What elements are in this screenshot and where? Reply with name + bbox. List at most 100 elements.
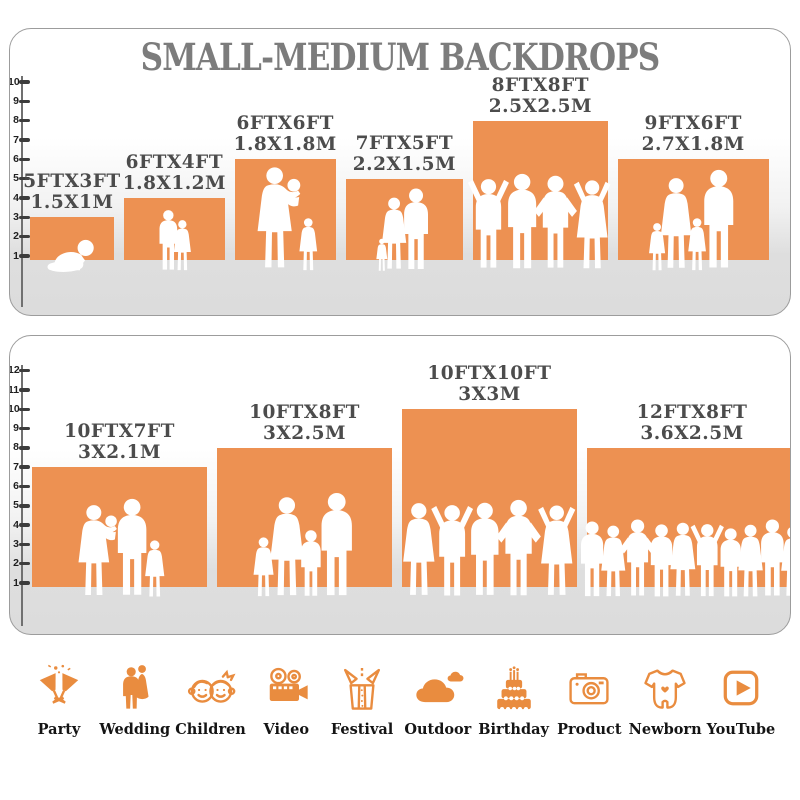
icon-label: YouTube bbox=[706, 721, 776, 738]
axis-tick-label: 8 bbox=[13, 441, 19, 454]
person-silhouette-woman-up bbox=[569, 176, 615, 272]
people-silhouettes bbox=[161, 209, 188, 272]
axis-tick bbox=[19, 234, 30, 239]
bar-size-m: 2.2X1.5M bbox=[352, 153, 456, 175]
bar-size-m: 1.8X1.8M bbox=[233, 134, 337, 156]
backdrop-bar-10ftx10ft: 10FTX10FT 3X3M bbox=[402, 363, 577, 587]
axis-tick-label: 7 bbox=[13, 133, 19, 146]
axis-tick-label: 1 bbox=[13, 576, 19, 589]
product-icon bbox=[569, 673, 609, 705]
party-icon bbox=[39, 664, 79, 704]
axis-tick-label: 2 bbox=[13, 557, 19, 570]
axis-tick-label: 2 bbox=[13, 230, 19, 243]
bar-size-ft: 8FTX8FT bbox=[491, 74, 590, 96]
axis-tick-label: 10 bbox=[9, 402, 20, 415]
people-silhouettes bbox=[581, 518, 791, 599]
category-product: Product bbox=[556, 662, 622, 738]
bar-size-ft: 10FTX8FT bbox=[249, 401, 360, 423]
bar-size-label: 6FTX4FT 1.8X1.2M bbox=[123, 152, 226, 194]
icon-label: Party bbox=[37, 721, 81, 738]
outdoor-icon bbox=[416, 671, 464, 703]
axis-tick-label: 7 bbox=[13, 460, 19, 473]
axis-tick bbox=[19, 542, 30, 547]
axis-line bbox=[21, 364, 23, 626]
backdrop-bar-7ftx5ft: 7FTX5FT 2.2X1.5M bbox=[345, 133, 464, 260]
wedding-icon bbox=[122, 665, 149, 709]
category-wedding: Wedding bbox=[99, 662, 170, 738]
backdrop-bar-9ftx6ft: 9FTX6FT 2.7X1.8M bbox=[617, 113, 769, 260]
children-icon bbox=[187, 669, 236, 703]
backdrop-bar-10ftx7ft: 10FTX7FT 3X2.1M bbox=[32, 421, 207, 587]
bar-size-m: 1.5X1M bbox=[30, 192, 114, 214]
bar-size-ft: 10FTX10FT bbox=[427, 363, 552, 385]
person-silhouette-man bbox=[698, 168, 739, 272]
axis-tick-label: 10 bbox=[9, 75, 20, 88]
icon-label: Outdoor bbox=[404, 721, 472, 738]
page-title: SMALL-MEDIUM BACKDROPS bbox=[140, 35, 661, 79]
bar-size-m: 1.8X1.2M bbox=[122, 172, 226, 194]
bar-size-label: 10FTX10FT 3X3M bbox=[427, 363, 551, 405]
person-silhouette-man bbox=[315, 491, 358, 599]
category-party: Party bbox=[26, 662, 92, 738]
small-backdrops-panel: SMALL-MEDIUM BACKDROPS 1 2 3 4 5 6 7 8 9 10 5FTX3F… bbox=[9, 28, 791, 316]
bar-size-ft: 6FTX4FT bbox=[125, 151, 224, 173]
axis-tick bbox=[19, 426, 30, 431]
category-outdoor: Outdoor bbox=[404, 662, 472, 738]
axis-tick-label: 5 bbox=[13, 499, 19, 512]
youtube-icon bbox=[723, 670, 759, 706]
axis-tick bbox=[19, 254, 30, 258]
icon-label: Festival bbox=[330, 721, 394, 738]
bar-size-ft: 12FTX8FT bbox=[636, 401, 748, 423]
icon-label: Newborn bbox=[628, 721, 702, 738]
birthday-icon bbox=[496, 666, 531, 712]
axis-tick bbox=[19, 581, 30, 585]
person-silhouette-man bbox=[399, 187, 433, 272]
backdrop-bar-10ftx8ft: 10FTX8FT 3X2.5M bbox=[217, 402, 392, 587]
festival-icon bbox=[344, 667, 381, 710]
axis-tick bbox=[19, 196, 30, 200]
axis-line bbox=[21, 76, 23, 307]
person-silhouette-baby bbox=[44, 238, 100, 272]
axis-tick bbox=[19, 504, 30, 508]
axis-tick bbox=[19, 407, 30, 412]
axis-tick bbox=[19, 118, 30, 123]
video-icon bbox=[270, 667, 308, 701]
bar-size-m: 3X2.1M bbox=[78, 442, 161, 464]
medium-backdrops-panel: 1 2 3 4 5 6 7 8 9 10 11 12 10FTX7FT 3X2.1M 10FTX8FT 3X2… bbox=[9, 335, 791, 635]
newborn-icon bbox=[644, 669, 686, 709]
bar-size-m: 2.5X2.5M bbox=[488, 95, 592, 117]
axis-tick bbox=[19, 561, 30, 566]
axis-tick-label: 5 bbox=[13, 172, 19, 185]
person-silhouette-girl bbox=[778, 525, 791, 599]
bar-size-label: 6FTX6FT 1.8X1.8M bbox=[234, 113, 337, 155]
person-silhouette-woman-up bbox=[533, 501, 580, 599]
bar-size-label: 5FTX3FT 1.5X1M bbox=[23, 171, 120, 213]
person-silhouette-girl bbox=[171, 219, 192, 272]
category-icons-row: Party Wedding bbox=[10, 662, 790, 738]
axis-tick-label: 3 bbox=[13, 210, 19, 223]
axis-tick-label: 4 bbox=[13, 518, 19, 531]
category-birthday: Birthday bbox=[478, 662, 549, 738]
bar-size-m: 2.7X1.8M bbox=[641, 134, 745, 156]
backdrop-bar-6ftx6ft: 6FTX6FT 1.8X1.8M bbox=[234, 113, 336, 260]
axis-tick bbox=[19, 176, 30, 181]
people-silhouettes bbox=[652, 168, 734, 272]
category-video: Video bbox=[253, 662, 319, 738]
bar-size-ft: 9FTX6FT bbox=[644, 113, 742, 135]
bar-size-label: 9FTX6FT 2.7X1.8M bbox=[642, 113, 745, 155]
category-festival: Festival bbox=[329, 662, 395, 738]
bar-size-m: 3X2.5M bbox=[263, 422, 346, 444]
people-silhouettes bbox=[49, 238, 95, 272]
backdrop-bar-6ftx4ft: 6FTX4FT 1.8X1.2M bbox=[123, 152, 225, 260]
axis-tick bbox=[19, 465, 30, 469]
axis-tick bbox=[19, 80, 30, 84]
backdrop-chart-medium: 1 2 3 4 5 6 7 8 9 10 11 12 10FTX7FT 3X2.1M 10FTX8FT 3X2… bbox=[10, 336, 790, 634]
axis-tick bbox=[19, 523, 30, 527]
bar-size-m: 3.6X2.5M bbox=[640, 422, 744, 444]
bar-size-ft: 5FTX3FT bbox=[23, 171, 121, 193]
person-silhouette-girl bbox=[143, 539, 167, 599]
axis-tick bbox=[19, 484, 30, 489]
axis-tick-label: 6 bbox=[13, 480, 19, 492]
people-silhouettes bbox=[380, 187, 428, 272]
category-youtube: YouTube bbox=[706, 662, 776, 738]
